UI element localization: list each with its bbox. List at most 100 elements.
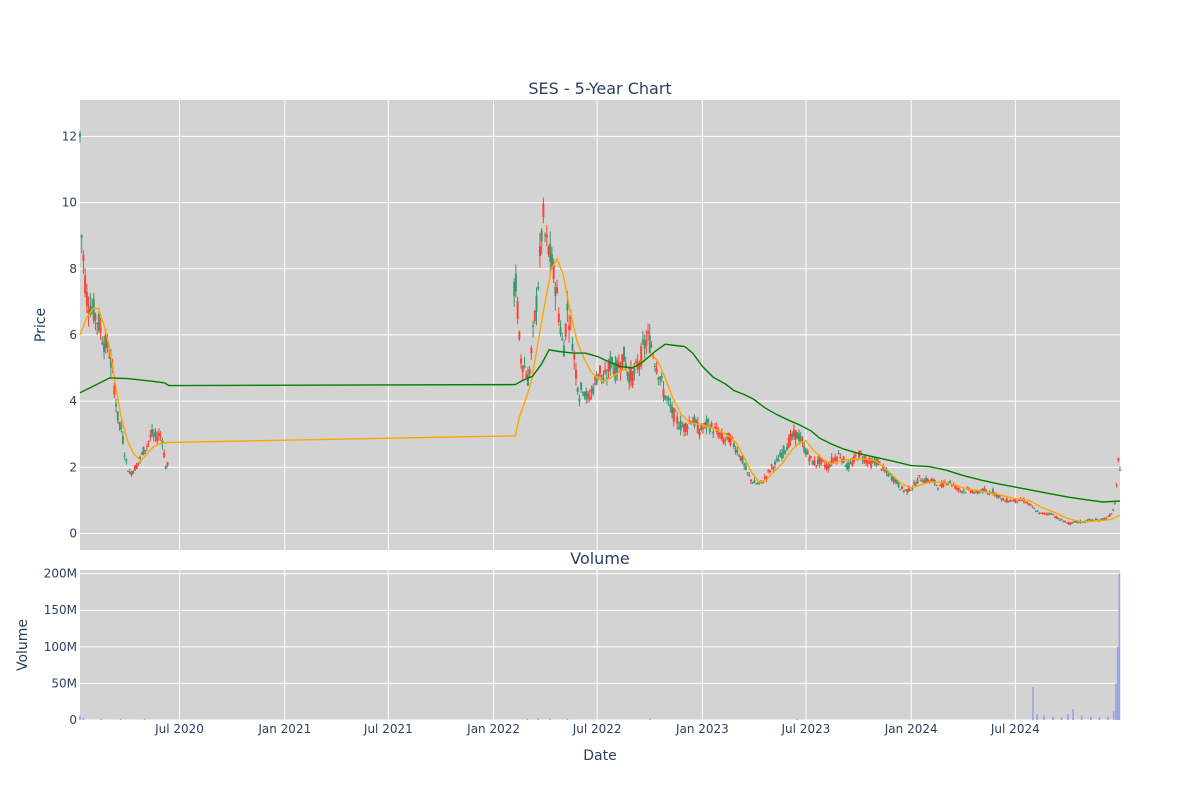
candle-body <box>736 449 739 453</box>
candle-body <box>926 479 929 482</box>
candle-body <box>647 331 650 334</box>
candle-body <box>1028 503 1031 505</box>
candle-body <box>669 404 672 408</box>
candle-body <box>902 490 905 492</box>
candle-body <box>918 475 921 477</box>
candle-body <box>679 420 682 431</box>
candle-body <box>166 462 169 466</box>
candle-body <box>571 344 574 351</box>
candle-body <box>931 479 934 481</box>
candle-body <box>650 345 653 347</box>
candle-body <box>657 377 660 380</box>
candle-body <box>861 459 864 461</box>
candle-body <box>844 466 847 468</box>
candle-body <box>1089 519 1092 521</box>
candle-body <box>1012 499 1015 502</box>
candle-body <box>151 429 154 436</box>
price-y-tick-label: 6 <box>69 328 77 342</box>
candle-body <box>645 339 648 346</box>
candle-body <box>973 492 976 494</box>
candle-body <box>842 456 845 463</box>
candle-body <box>535 295 538 313</box>
candle-body <box>626 371 629 377</box>
date-x-tick-label: Jul 2022 <box>572 722 622 736</box>
candle-body <box>937 488 940 490</box>
candle-body <box>118 422 121 425</box>
candle-body <box>713 427 716 429</box>
candle-body <box>580 382 583 390</box>
candle-body <box>103 343 106 352</box>
candle-body <box>828 464 831 467</box>
candle-body <box>544 234 547 236</box>
candle-body <box>106 338 109 348</box>
candle-body <box>1053 516 1056 518</box>
moving-average-line-1 <box>79 257 1121 523</box>
price-y-tick-label: 0 <box>69 526 77 540</box>
candle-body <box>1026 502 1029 504</box>
candle-body <box>1067 522 1070 525</box>
candle-body <box>583 392 586 396</box>
volume-bar <box>1090 716 1092 720</box>
candle-body <box>156 436 159 442</box>
candle-body <box>763 477 766 479</box>
volume-bar <box>795 718 798 720</box>
volume-y-tick-label: 0 <box>69 713 77 727</box>
volume-bar <box>1072 709 1074 720</box>
candle-body <box>731 436 734 439</box>
candle-body <box>928 480 931 482</box>
candle-body <box>518 331 521 340</box>
candle-body <box>624 362 627 370</box>
candle-body <box>597 373 600 376</box>
candle-body <box>708 428 711 433</box>
candle-body <box>564 323 567 337</box>
candle-body <box>149 435 152 438</box>
candle-body <box>768 470 771 473</box>
candle-body <box>1057 518 1060 520</box>
candle-body <box>691 420 694 423</box>
candle-body <box>789 433 792 441</box>
candle-body <box>586 393 589 397</box>
candle-body <box>1076 520 1079 523</box>
candle-body <box>755 483 758 485</box>
candle-body <box>104 333 107 349</box>
candle-body <box>1036 510 1039 512</box>
candle-body <box>992 489 995 494</box>
candle-body <box>878 461 881 463</box>
candle-body <box>137 462 140 464</box>
volume-y-tick-label: 50M <box>51 676 77 690</box>
candle-body <box>705 419 708 429</box>
candle-body <box>904 489 907 491</box>
candle-body <box>823 464 826 467</box>
date-x-tick-label: Jan 2024 <box>884 722 938 736</box>
candle-body <box>99 327 102 333</box>
candle-body <box>796 432 799 439</box>
candle-body <box>628 372 631 384</box>
date-x-tick-label: Jan 2022 <box>466 722 520 736</box>
date-x-tick-label: Jul 2020 <box>154 722 204 736</box>
candle-body <box>1088 519 1091 521</box>
candle-body <box>770 464 773 467</box>
candle-body <box>684 423 687 433</box>
volume-y-tick-label: 200M <box>44 567 77 581</box>
candle-body <box>949 481 952 483</box>
volume-bar <box>143 719 146 720</box>
volume-y-tick-labels: 0 50M 100M 150M 200M <box>44 567 77 727</box>
volume-bar <box>1118 573 1121 720</box>
candle-body <box>604 369 607 373</box>
candle-body <box>80 235 83 238</box>
price-y-tick-label: 2 <box>69 460 77 474</box>
volume-bar <box>119 718 122 720</box>
candle-body <box>938 485 941 487</box>
candle-body <box>827 464 830 470</box>
candle-body <box>767 470 770 472</box>
candle-body <box>532 325 535 327</box>
candle-body <box>556 287 559 294</box>
candle-body <box>798 433 801 441</box>
volume-bar <box>1032 687 1034 720</box>
candle-body <box>94 314 97 321</box>
candle-body <box>774 461 777 465</box>
candle-body <box>1014 498 1017 503</box>
candle-body <box>725 433 728 436</box>
candle-body <box>816 459 819 465</box>
candle-body <box>916 479 919 484</box>
